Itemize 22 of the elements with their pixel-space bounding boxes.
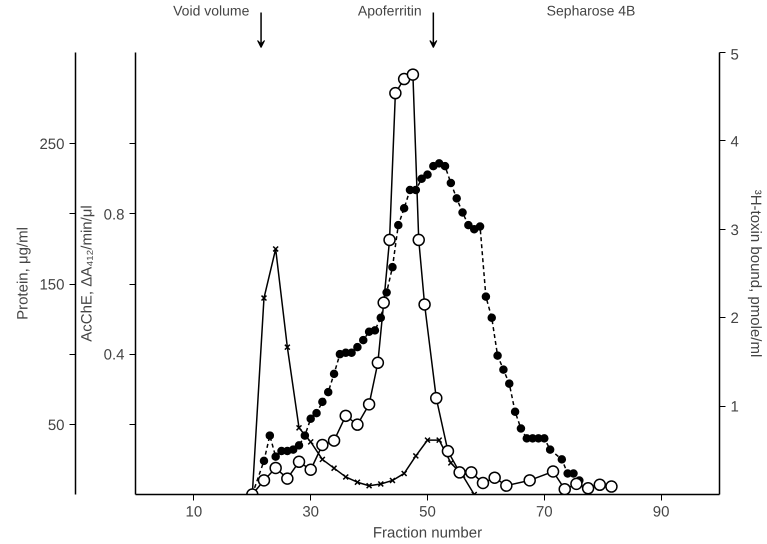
text: Apoferritin [358,2,422,19]
y2-tick-label: 4 [730,133,739,150]
y3-axis-title: AcChE, ΔA₄₁₂/min/μl [78,205,96,342]
y-tick-label: 50 [48,416,65,434]
x-tick-label: 30 [302,504,320,520]
y2-tick-label: 3 [730,222,739,239]
text: Sepharose 4B [546,2,636,19]
y-axis-title: Protein, μg/ml [14,227,32,320]
y-tick-label: 150 [39,276,65,294]
y3-tick-label: 0.4 [104,346,125,364]
text: Void volume [173,2,250,19]
y3-tick-label: 0.8 [104,206,125,224]
x-tick-label: 90 [652,504,670,520]
y2-tick-label: 5 [730,46,739,64]
y2-axis-title: ³H-toxin bound, pmole/ml [746,190,764,358]
y2-tick-label: 1 [730,398,739,416]
y-tick-label: 250 [39,136,65,154]
x-axis-title: Fraction number [372,524,482,542]
x-tick-label: 50 [419,504,436,520]
x-tick-label: 10 [186,504,202,520]
y2-tick-label: 2 [730,310,739,328]
x-tick-label: 70 [536,504,553,520]
